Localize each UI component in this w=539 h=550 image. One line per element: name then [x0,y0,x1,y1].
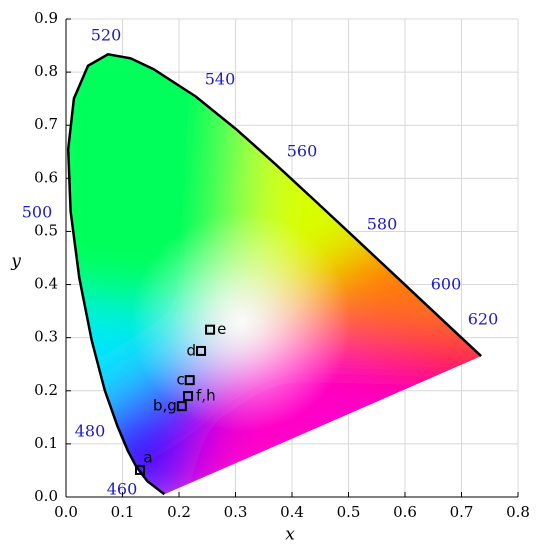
point [135,464,146,475]
y-tick-label: 0.5 [34,221,58,239]
y-tick-label: 0.0 [34,487,58,505]
point [176,401,187,412]
point-label: b,g [153,397,177,415]
point-label: a [143,448,152,466]
y-tick-label: 0.3 [34,328,58,346]
x-tick-label: 0.7 [450,503,474,521]
point [184,375,195,386]
point [183,391,194,402]
x-tick-label: 0.3 [224,503,248,521]
wavelength-label: 460 [107,480,138,499]
x-tick-label: 0.4 [280,503,304,521]
wavelength-label: 580 [367,215,398,234]
x-tick-label: 0.1 [111,503,135,521]
x-tick-label: 0.5 [337,503,361,521]
y-tick-label: 0.6 [34,168,58,186]
x-axis-label: x [285,525,295,545]
wavelength-label: 540 [205,70,236,89]
wavelength-label: 600 [431,275,462,294]
wavelength-label: 500 [22,203,53,222]
wavelength-label: 620 [468,310,499,329]
y-tick-label: 0.7 [34,115,58,133]
x-tick-label: 0.6 [393,503,417,521]
x-tick-label: 0.8 [506,503,530,521]
wavelength-label: 560 [287,142,318,161]
point-label: c [176,371,184,389]
y-tick-label: 0.4 [34,275,58,293]
point [196,345,207,356]
wavelength-label: 520 [91,26,122,45]
wavelength-label: 480 [75,422,106,441]
point-label: d [187,341,197,359]
point-label: f,h [196,387,216,405]
point [205,324,216,335]
point-label: e [217,320,226,338]
x-tick-label: 0.0 [54,503,78,521]
spectral-locus [66,52,482,496]
x-tick-label: 0.2 [167,503,191,521]
y-tick-label: 0.2 [34,381,58,399]
y-tick-label: 0.9 [34,9,58,27]
y-tick-label: 0.1 [34,434,58,452]
y-tick-label: 0.8 [34,62,58,80]
y-axis-label: y [10,252,21,272]
